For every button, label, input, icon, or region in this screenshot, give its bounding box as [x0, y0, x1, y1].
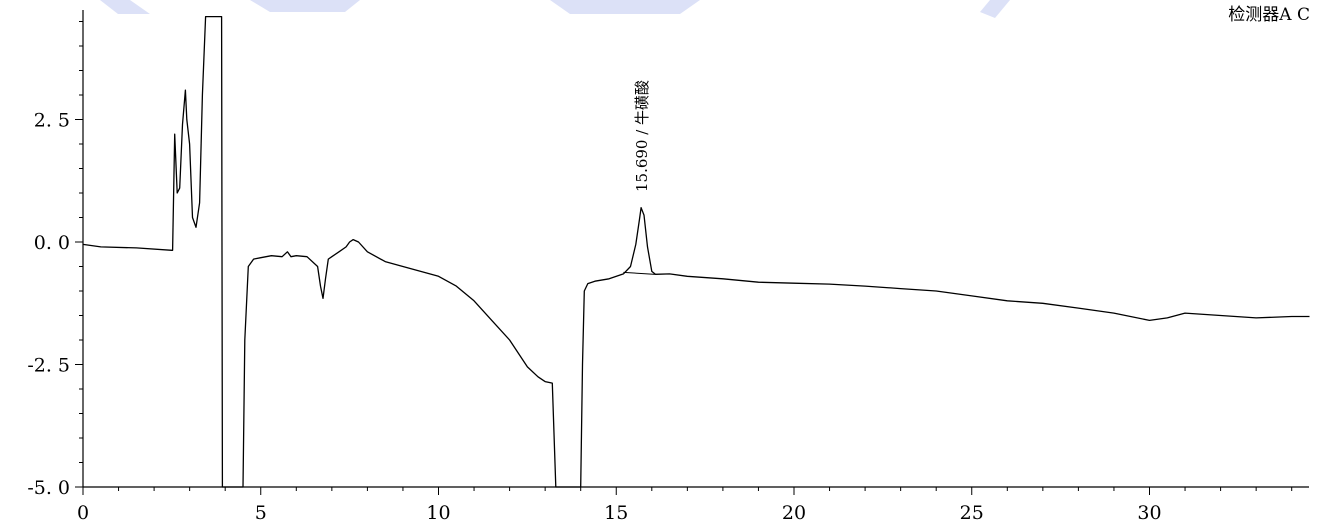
chromatogram-trace [82, 15, 1310, 488]
peak-baseline [623, 271, 656, 275]
y-tick-label: -2. 5 [27, 355, 70, 377]
y-tick-label: -5. 0 [27, 477, 70, 499]
x-tick-label: 25 [960, 502, 984, 523]
axes [82, 10, 1309, 488]
y-tick-label: 2. 5 [34, 110, 70, 132]
x-tick-label: 5 [255, 502, 267, 523]
peak-annotation: 15.690 / 牛磺酸 [633, 80, 651, 192]
x-tick-label: 30 [1137, 502, 1161, 523]
peak-baseline-line [623, 271, 656, 275]
x-tick-label: 20 [782, 502, 806, 523]
x-tick-label: 15 [604, 502, 628, 523]
x-tick-label: 0 [77, 502, 89, 523]
x-tick-label: 10 [426, 502, 450, 523]
y-tick-label: 0. 0 [34, 232, 70, 254]
chromatogram-trace-group [82, 15, 1310, 488]
detector-label: 检测器A C [1228, 5, 1310, 25]
watermark [100, 0, 1010, 18]
x-axis-ticks: 0 5 10 15 20 25 30 [77, 487, 1293, 523]
y-axis-ticks: -5. 0 -2. 5 0. 0 2. 5 [27, 21, 83, 499]
